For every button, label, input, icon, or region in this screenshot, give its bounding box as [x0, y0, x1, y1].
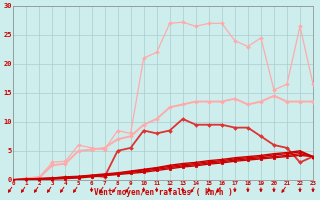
X-axis label: Vent moyen/en rafales ( km/h ): Vent moyen/en rafales ( km/h ): [94, 188, 233, 197]
